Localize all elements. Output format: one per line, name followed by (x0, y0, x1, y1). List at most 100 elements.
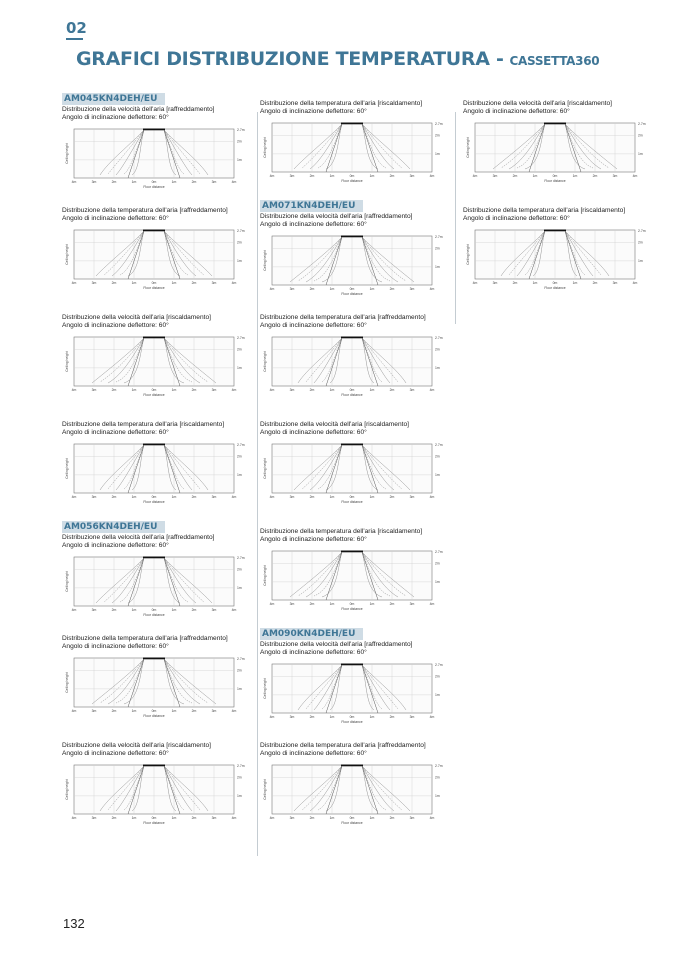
airflow-contour (289, 551, 343, 597)
airflow-contour (564, 230, 602, 275)
airflow-contour (127, 557, 181, 606)
x-tick-label: 0m (152, 608, 157, 612)
x-tick-label: 1m (172, 388, 177, 392)
x-tick-label: 4m (473, 281, 478, 285)
cassette-unit (341, 550, 363, 552)
x-axis-label: Floor distance (544, 286, 565, 290)
x-tick-label: 3m (410, 816, 415, 820)
x-tick-label: 4m (430, 388, 435, 392)
x-tick-label: 1m (370, 388, 375, 392)
chart-caption: Distribuzione della temperatura dell'ari… (463, 207, 626, 214)
x-tick-label: 2m (513, 281, 518, 285)
x-tick-label: 3m (290, 287, 295, 291)
airflow-contour (325, 765, 379, 814)
x-tick-label: 4m (430, 287, 435, 291)
airflow-contour (163, 337, 209, 382)
x-tick-label: 0m (350, 495, 355, 499)
x-tick-label: 1m (370, 816, 375, 820)
cassette-unit (143, 229, 165, 231)
x-tick-label: 1m (132, 281, 137, 285)
airflow-contour (131, 765, 145, 811)
chart-caption: Distribuzione della temperatura dell'ari… (260, 100, 423, 107)
airflow-contour (99, 444, 145, 490)
model-label: AM056KN4DEH/EU (62, 521, 166, 533)
airflow-contour (293, 123, 343, 169)
airflow-contour (301, 444, 343, 489)
deflector-angle-caption: Angolo di inclinazione deflettore: 60° (62, 321, 169, 329)
chart-caption: Distribuzione della temperatura dell'ari… (62, 207, 228, 214)
x-tick-label: 3m (290, 816, 295, 820)
chart-block: Distribuzione della velocità dell'aria [… (463, 100, 655, 207)
x-tick-label: 1m (132, 388, 137, 392)
x-tick-label: 3m (92, 816, 97, 820)
x-tick-label: 3m (92, 608, 97, 612)
airflow-contour (95, 230, 145, 276)
y-axis-label: Ceiling height (263, 565, 267, 586)
airflow-contour (361, 551, 415, 597)
x-tick-label: 2m (192, 495, 197, 499)
x-axis-label: Floor distance (341, 500, 362, 504)
chart-block: Distribuzione della temperatura dell'ari… (260, 742, 452, 849)
y-axis-label: Ceiling height (65, 244, 69, 265)
airflow-contour (111, 230, 145, 276)
x-tick-label: 3m (493, 174, 498, 178)
airflow-contour (564, 123, 618, 169)
airflow-contour (309, 444, 343, 490)
airflow-contour (297, 337, 343, 383)
x-tick-label: 2m (310, 388, 315, 392)
x-tick-label: 2m (310, 495, 315, 499)
x-tick-label: 2m (390, 715, 395, 719)
x-tick-label: 0m (553, 281, 558, 285)
airflow-contour (325, 123, 343, 169)
cassette-unit (143, 764, 165, 766)
x-tick-label: 1m (330, 602, 335, 606)
airflow-contour (163, 557, 189, 602)
airflow-contour (123, 765, 145, 810)
airflow-contour (325, 551, 379, 600)
x-tick-label: 3m (212, 281, 217, 285)
y-axis-label: Ceiling height (263, 351, 267, 372)
x-tick-label: 4m (430, 174, 435, 178)
y-axis-label: Ceiling height (65, 672, 69, 693)
x-tick-label: 3m (613, 174, 618, 178)
x-axis-label: Floor distance (143, 821, 164, 825)
x-tick-label: 3m (212, 388, 217, 392)
airflow-contour (361, 444, 387, 489)
x-tick-label: 3m (410, 287, 415, 291)
x-tick-label: 4m (430, 816, 435, 820)
airflow-contour (317, 765, 343, 810)
x-tick-label: 2m (192, 709, 197, 713)
airflow-contour (163, 765, 201, 810)
x-tick-label: 4m (72, 608, 77, 612)
chart-block: Distribuzione della temperatura dell'ari… (260, 100, 452, 207)
airflow-contour (564, 230, 586, 275)
x-tick-label: 4m (72, 816, 77, 820)
airflow-contour (564, 230, 594, 276)
y-tick-label: 1m (435, 579, 440, 583)
y-tick-label: 1m (237, 365, 242, 369)
x-tick-label: 4m (232, 281, 237, 285)
x-tick-label: 3m (410, 495, 415, 499)
x-tick-label: 3m (290, 388, 295, 392)
airflow-contour (163, 765, 177, 811)
airflow-contour (163, 129, 201, 174)
x-tick-label: 3m (410, 388, 415, 392)
airflow-contour (293, 765, 343, 811)
y-tick-label: 2m (237, 668, 242, 672)
x-tick-label: 4m (72, 281, 77, 285)
x-axis-label: Floor distance (143, 500, 164, 504)
chart-block: Distribuzione della temperatura dell'ari… (62, 635, 254, 742)
airflow-contour (107, 765, 145, 810)
x-tick-label: 0m (152, 281, 157, 285)
x-tick-label: 2m (593, 281, 598, 285)
airflow-contour (329, 664, 343, 710)
x-tick-label: 2m (192, 388, 197, 392)
chart-caption: Distribuzione della temperatura dell'ari… (62, 635, 228, 642)
cassette-unit (341, 122, 363, 124)
x-tick-label: 0m (152, 816, 157, 820)
airflow-contour (325, 337, 379, 386)
chart-column-2: Distribuzione della temperatura dell'ari… (260, 100, 452, 849)
airflow-contour (107, 444, 145, 489)
y-tick-label: 2.7m (435, 235, 443, 239)
airflow-contour (361, 123, 379, 169)
